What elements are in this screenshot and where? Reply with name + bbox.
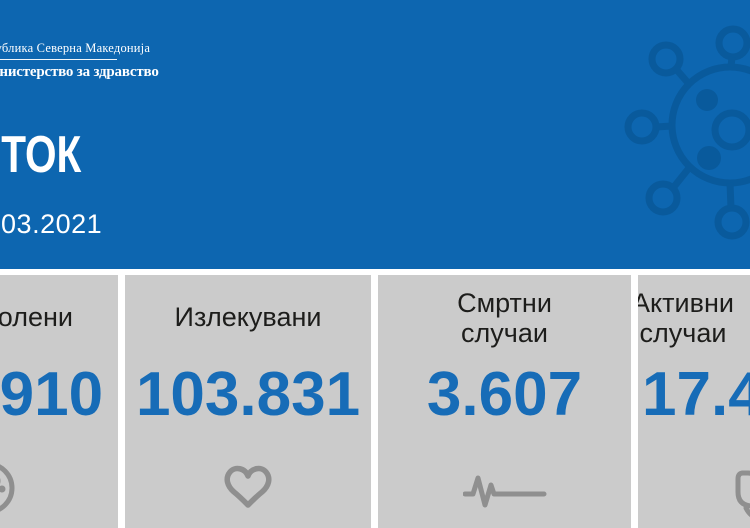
- card-deaths: Смртни случаи 3.607: [378, 275, 631, 528]
- ministry-name-text: Министерство за здравство: [0, 64, 159, 80]
- card-recovered: Излекувани 103.831: [125, 275, 371, 528]
- card-active-label-line1: Активни: [638, 288, 734, 318]
- heart-icon: [224, 465, 272, 508]
- ekg-pulse-icon: [462, 475, 546, 508]
- stethoscope-icon: [735, 470, 750, 518]
- header-banner: Република Северна Македонија Министерств…: [0, 0, 750, 269]
- day-title: ПЕТОК: [0, 126, 82, 184]
- logo-divider: [0, 59, 117, 60]
- report-date: 26.03.2021: [0, 209, 103, 239]
- card-active-label-line2: случаи: [639, 318, 727, 348]
- virus-icon: [0, 464, 15, 512]
- card-deaths-value: 3.607: [426, 360, 583, 429]
- card-infected-label: Заболени: [0, 302, 73, 332]
- card-deaths-label-line1: Смртни: [457, 288, 552, 318]
- card-infected-value: 124.910: [0, 360, 104, 429]
- coronavirus-watermark-icon: [624, 25, 750, 240]
- card-active: Активни случаи 17.472: [638, 275, 750, 528]
- card-active-value: 17.472: [642, 360, 750, 429]
- card-infected: Заболени 124.910: [0, 275, 118, 528]
- card-deaths-label: Смртни случаи: [378, 288, 631, 348]
- card-recovered-value: 103.831: [135, 360, 361, 429]
- card-recovered-label: Излекувани: [174, 302, 322, 332]
- card-active-label: Активни случаи: [638, 288, 739, 348]
- republic-name-text: Република Северна Македонија: [0, 41, 151, 55]
- card-deaths-label-line2: случаи: [461, 318, 548, 348]
